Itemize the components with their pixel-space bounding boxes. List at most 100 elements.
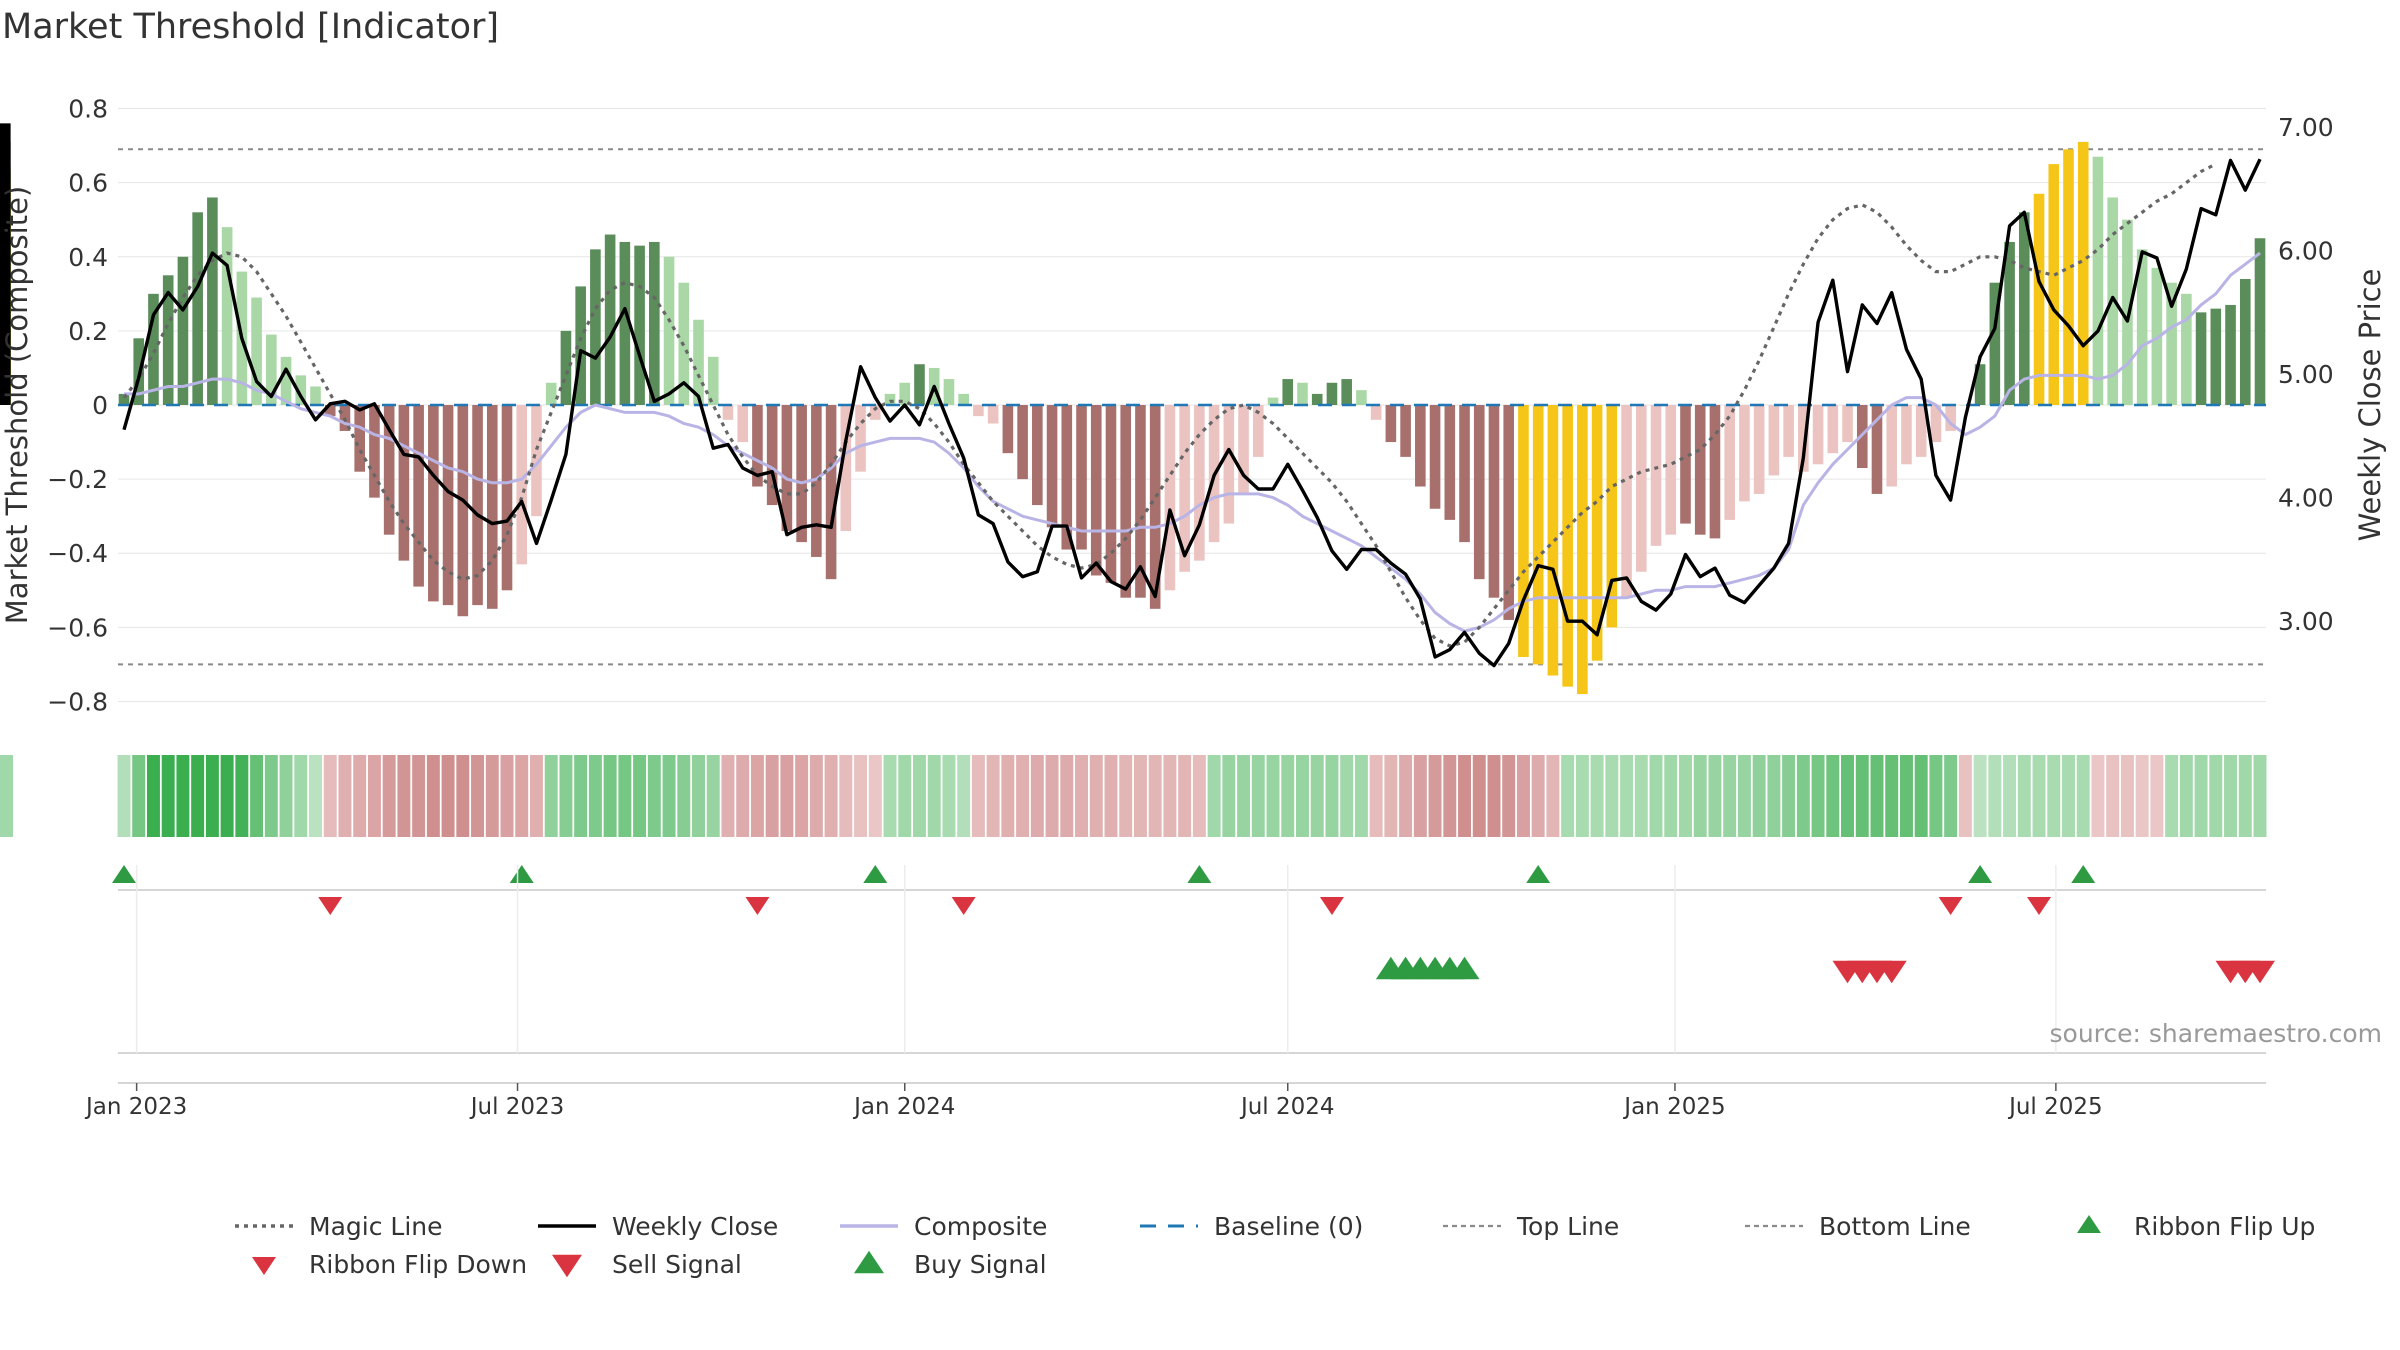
ribbon-cell — [957, 755, 971, 837]
composite-bar — [781, 405, 793, 531]
composite-bar — [1635, 405, 1647, 572]
x-tick-label: Jul 2025 — [2007, 1094, 2103, 1120]
composite-bar — [1974, 364, 1986, 405]
signal-markers — [118, 889, 2275, 1084]
composite-bar — [1149, 405, 1161, 609]
composite-bar — [1650, 405, 1662, 546]
ribbon-cell — [1885, 755, 1899, 837]
ribbon-cell — [191, 755, 205, 837]
y-tick-label: −0.4 — [47, 539, 108, 568]
ribbon-cell — [279, 755, 293, 837]
ribbon-cell — [1251, 755, 1265, 837]
ribbon-cell — [1399, 755, 1413, 837]
composite-bar — [1901, 405, 1912, 465]
legend-swatch-ribbon-flip-up — [2077, 1215, 2101, 1233]
composite-bar — [1709, 405, 1721, 539]
composite-bar — [1473, 405, 1485, 580]
ribbon-cell — [883, 755, 897, 837]
y-tick-label: 0.2 — [68, 317, 108, 346]
ribbon-cell — [1929, 755, 1943, 837]
composite-bar — [1061, 405, 1073, 550]
composite-bar — [1783, 405, 1794, 457]
composite-bar — [0, 123, 11, 406]
composite-bar — [1768, 405, 1780, 476]
y2-axis-label: Weekly Close Price — [2353, 269, 2387, 542]
ribbon-cell — [647, 755, 661, 837]
ribbon-cell — [146, 755, 160, 837]
legend-label: Composite — [914, 1212, 1047, 1241]
y-tick-label: −0.2 — [47, 465, 108, 494]
composite-bar — [840, 405, 852, 531]
composite-bar — [1282, 379, 1294, 405]
composite-bar — [516, 405, 528, 565]
ribbon-cell — [2238, 755, 2252, 837]
composite-bar — [2166, 282, 2177, 405]
ribbon-flip-down-marker — [2027, 897, 2052, 915]
composite-bar — [869, 405, 881, 420]
y2-tick-label: 7.00 — [2278, 113, 2334, 142]
ribbon-cell — [2062, 755, 2075, 837]
composite-bar — [148, 293, 159, 405]
composite-bar — [1694, 405, 1706, 535]
composite-bar — [1120, 405, 1132, 598]
composite-bar — [1488, 405, 1500, 598]
composite-bar — [1532, 405, 1544, 665]
legend-item: Composite — [840, 1212, 1047, 1241]
ribbon-cell — [1413, 755, 1427, 837]
ribbon-cell — [353, 755, 367, 837]
ribbon-cell — [1782, 755, 1796, 837]
composite-bar — [442, 405, 454, 606]
y2-tick-label: 3.00 — [2278, 607, 2334, 636]
weekly-close-line — [122, 158, 2262, 668]
ribbon-cell — [927, 755, 941, 837]
composite-bar — [796, 405, 807, 543]
composite-bar — [1179, 405, 1190, 572]
composite-bar — [2136, 249, 2148, 405]
composite-bar — [383, 405, 395, 535]
ribbon-cell — [412, 755, 426, 837]
composite-bar — [590, 249, 601, 405]
composite-bar — [693, 319, 704, 405]
y2-tick-label: 4.00 — [2278, 484, 2334, 513]
composite-bar — [958, 393, 969, 405]
legend-label: Sell Signal — [612, 1250, 742, 1279]
ribbon-flip-down-marker — [951, 897, 976, 915]
composite-bar — [752, 405, 763, 487]
composite-bar — [1135, 405, 1146, 598]
composite-bar — [707, 356, 719, 405]
composite-bar — [1297, 382, 1308, 405]
ribbon-cell — [382, 755, 396, 837]
ribbon-cell — [529, 755, 543, 837]
ribbon-cell — [2135, 755, 2149, 837]
ribbon-cell — [2150, 755, 2164, 837]
ribbon-cell — [1531, 755, 1545, 837]
ribbon-cell — [1237, 755, 1251, 837]
ribbon-cell — [132, 755, 146, 837]
ribbon-cell — [309, 755, 322, 837]
ribbon-cell — [633, 755, 647, 837]
ribbon-cell — [161, 755, 175, 837]
ribbon-cell — [1163, 755, 1177, 837]
sell-signal-marker — [1876, 960, 1907, 984]
ribbon-cell — [1281, 755, 1295, 837]
composite-bar — [973, 405, 984, 417]
legend-label: Weekly Close — [612, 1212, 778, 1241]
ribbon-cell — [677, 755, 691, 837]
composite-bar — [207, 197, 218, 405]
ribbon-cell — [264, 755, 278, 837]
y-tick-label: 0.6 — [68, 169, 108, 198]
legend-swatch-buy-signal — [854, 1250, 884, 1274]
ribbon-cell — [1487, 755, 1501, 837]
buy-signal-marker — [1449, 956, 1480, 980]
ribbon-cell — [1516, 755, 1530, 837]
composite-bar — [1326, 382, 1338, 405]
threshold-lines — [118, 148, 2266, 666]
legend-label: Ribbon Flip Up — [2134, 1212, 2315, 1241]
ribbon-flip-down-marker — [745, 897, 770, 915]
ribbon-cell — [1089, 755, 1103, 837]
composite-bar — [354, 405, 365, 472]
ribbon-cell — [736, 755, 750, 837]
ribbon-cell — [2209, 755, 2223, 837]
ribbon-flip-up-marker — [1187, 865, 1212, 883]
composite-bar — [2239, 279, 2251, 405]
